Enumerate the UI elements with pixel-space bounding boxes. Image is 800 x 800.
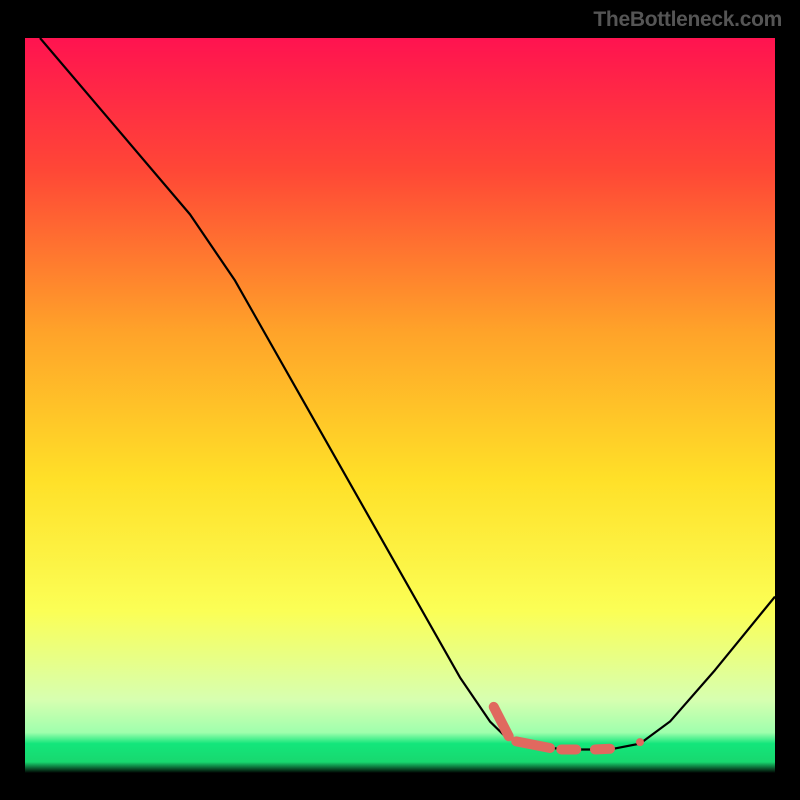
highlight-dash bbox=[516, 741, 550, 748]
gradient-background bbox=[25, 38, 775, 773]
highlight-dash bbox=[595, 749, 610, 750]
highlight-dot bbox=[636, 738, 644, 746]
bottleneck-curve-chart bbox=[25, 38, 775, 773]
watermark-text: TheBottleneck.com bbox=[593, 8, 782, 32]
chart-plot-area bbox=[25, 38, 775, 773]
